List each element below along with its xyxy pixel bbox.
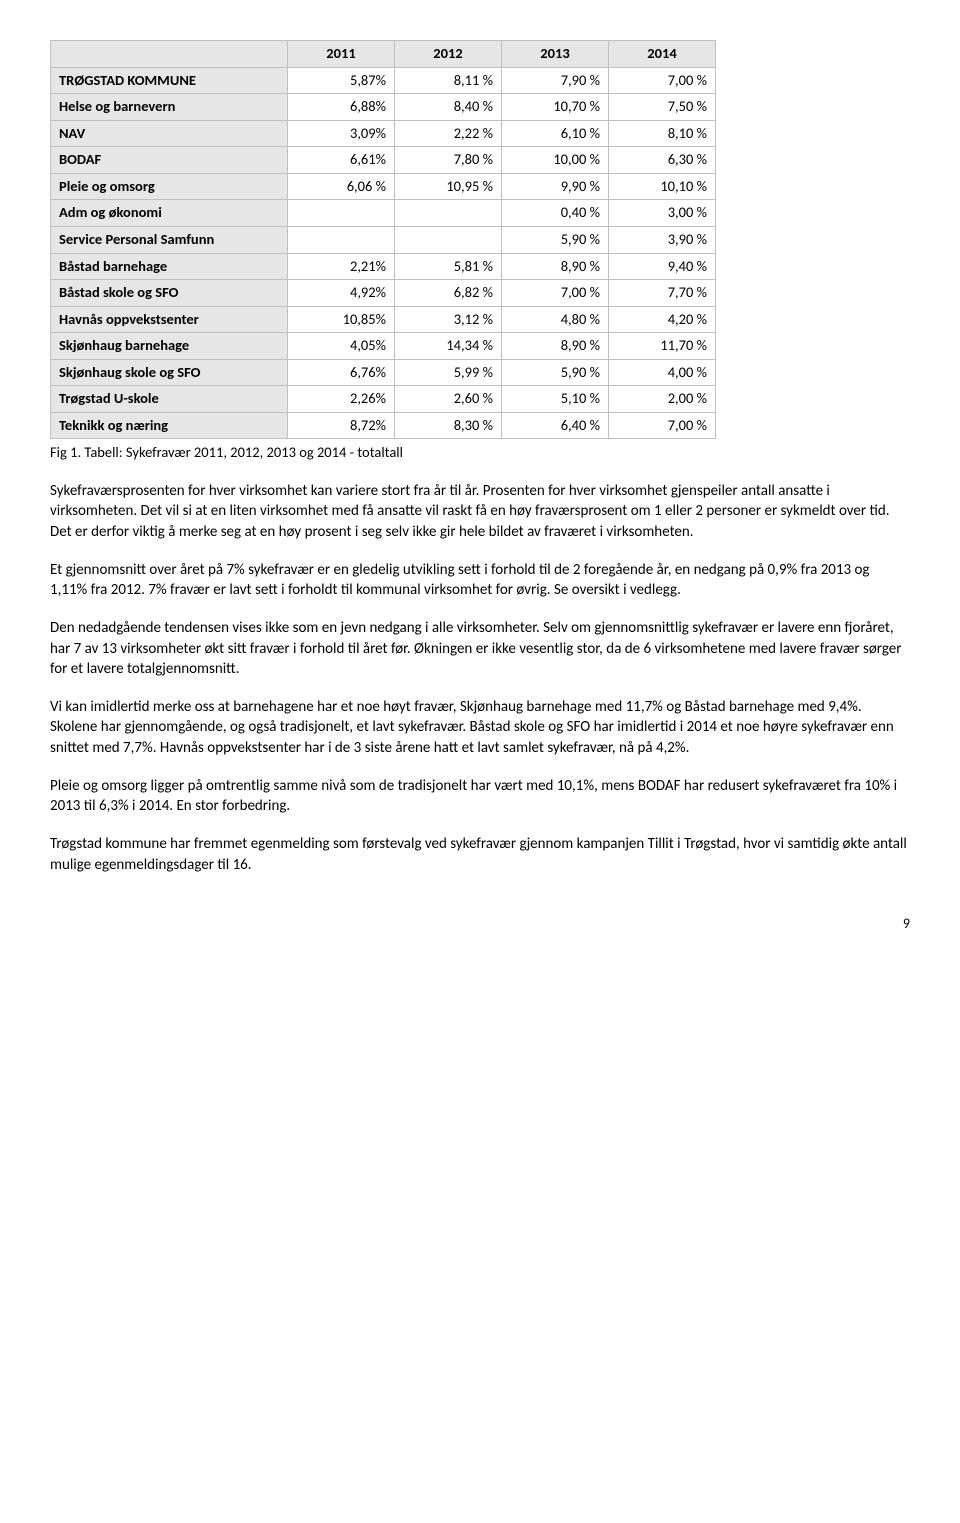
row-value: 8,11 % <box>395 67 502 94</box>
row-value: 7,50 % <box>609 94 716 121</box>
row-value: 5,99 % <box>395 359 502 386</box>
row-value: 8,10 % <box>609 120 716 147</box>
row-value: 8,30 % <box>395 412 502 439</box>
row-label: TRØGSTAD KOMMUNE <box>51 67 288 94</box>
row-value <box>288 200 395 227</box>
row-label: NAV <box>51 120 288 147</box>
row-value: 9,40 % <box>609 253 716 280</box>
table-row: BODAF6,61%7,80 %10,00 %6,30 % <box>51 147 716 174</box>
row-value: 4,05% <box>288 333 395 360</box>
table-row: Båstad skole og SFO4,92%6,82 %7,00 %7,70… <box>51 280 716 307</box>
row-value: 11,70 % <box>609 333 716 360</box>
table-row: NAV3,09%2,22 %6,10 %8,10 % <box>51 120 716 147</box>
row-value: 6,40 % <box>502 412 609 439</box>
table-row: Pleie og omsorg6,06 %10,95 %9,90 %10,10 … <box>51 173 716 200</box>
row-value: 8,40 % <box>395 94 502 121</box>
col-2012: 2012 <box>395 41 502 68</box>
row-value <box>395 200 502 227</box>
row-value: 10,85% <box>288 306 395 333</box>
table-row: Teknikk og næring8,72%8,30 %6,40 %7,00 % <box>51 412 716 439</box>
row-label: Skjønhaug barnehage <box>51 333 288 360</box>
paragraph: Den nedadgående tendensen vises ikke som… <box>50 618 910 679</box>
row-value: 6,06 % <box>288 173 395 200</box>
row-value: 3,09% <box>288 120 395 147</box>
row-label: BODAF <box>51 147 288 174</box>
row-value <box>395 226 502 253</box>
table-caption: Fig 1. Tabell: Sykefravær 2011, 2012, 20… <box>50 443 910 463</box>
col-2011: 2011 <box>288 41 395 68</box>
row-value: 10,70 % <box>502 94 609 121</box>
row-label: Adm og økonomi <box>51 200 288 227</box>
row-label: Trøgstad U-skole <box>51 386 288 413</box>
row-label: Havnås oppvekstsenter <box>51 306 288 333</box>
row-value: 10,00 % <box>502 147 609 174</box>
row-value: 0,40 % <box>502 200 609 227</box>
row-value: 4,00 % <box>609 359 716 386</box>
row-value: 8,72% <box>288 412 395 439</box>
row-value: 8,90 % <box>502 253 609 280</box>
row-value: 4,80 % <box>502 306 609 333</box>
table-row: Skjønhaug skole og SFO6,76%5,99 %5,90 %4… <box>51 359 716 386</box>
paragraph: Et gjennomsnitt over året på 7% sykefrav… <box>50 560 910 601</box>
row-value: 4,92% <box>288 280 395 307</box>
row-value: 2,22 % <box>395 120 502 147</box>
row-value: 6,82 % <box>395 280 502 307</box>
row-value: 4,20 % <box>609 306 716 333</box>
row-value: 6,61% <box>288 147 395 174</box>
table-header-row: 2011 2012 2013 2014 <box>51 41 716 68</box>
row-value: 7,80 % <box>395 147 502 174</box>
row-value: 14,34 % <box>395 333 502 360</box>
row-value: 9,90 % <box>502 173 609 200</box>
row-value: 6,30 % <box>609 147 716 174</box>
row-value: 7,00 % <box>609 412 716 439</box>
row-value: 7,00 % <box>609 67 716 94</box>
row-value: 7,70 % <box>609 280 716 307</box>
table-row: Adm og økonomi 0,40 %3,00 % <box>51 200 716 227</box>
row-value: 6,76% <box>288 359 395 386</box>
paragraph: Trøgstad kommune har fremmet egenmelding… <box>50 834 910 875</box>
table-row: TRØGSTAD KOMMUNE5,87%8,11 %7,90 %7,00 % <box>51 67 716 94</box>
row-value: 10,10 % <box>609 173 716 200</box>
row-label: Pleie og omsorg <box>51 173 288 200</box>
page-number: 9 <box>50 915 910 934</box>
row-value <box>288 226 395 253</box>
row-value: 2,26% <box>288 386 395 413</box>
row-value: 10,95 % <box>395 173 502 200</box>
sykefravaer-table: 2011 2012 2013 2014 TRØGSTAD KOMMUNE5,87… <box>50 40 716 439</box>
row-label: Service Personal Samfunn <box>51 226 288 253</box>
row-label: Helse og barnevern <box>51 94 288 121</box>
paragraph: Vi kan imidlertid merke oss at barnehage… <box>50 697 910 758</box>
row-value: 5,90 % <box>502 359 609 386</box>
row-value: 3,90 % <box>609 226 716 253</box>
table-row: Skjønhaug barnehage4,05%14,34 %8,90 %11,… <box>51 333 716 360</box>
row-value: 6,10 % <box>502 120 609 147</box>
col-2013: 2013 <box>502 41 609 68</box>
row-value: 8,90 % <box>502 333 609 360</box>
row-value: 7,90 % <box>502 67 609 94</box>
row-label: Båstad skole og SFO <box>51 280 288 307</box>
row-value: 6,88% <box>288 94 395 121</box>
paragraph: Pleie og omsorg ligger på omtrentlig sam… <box>50 776 910 817</box>
table-row: Trøgstad U-skole2,26%2,60 %5,10 %2,00 % <box>51 386 716 413</box>
col-blank <box>51 41 288 68</box>
row-value: 5,10 % <box>502 386 609 413</box>
row-label: Skjønhaug skole og SFO <box>51 359 288 386</box>
table-row: Båstad barnehage2,21%5,81 %8,90 %9,40 % <box>51 253 716 280</box>
row-label: Teknikk og næring <box>51 412 288 439</box>
row-label: Båstad barnehage <box>51 253 288 280</box>
row-value: 2,60 % <box>395 386 502 413</box>
row-value: 2,00 % <box>609 386 716 413</box>
row-value: 2,21% <box>288 253 395 280</box>
row-value: 5,81 % <box>395 253 502 280</box>
table-row: Havnås oppvekstsenter10,85%3,12 %4,80 %4… <box>51 306 716 333</box>
table-row: Service Personal Samfunn 5,90 %3,90 % <box>51 226 716 253</box>
row-value: 5,87% <box>288 67 395 94</box>
table-row: Helse og barnevern6,88%8,40 %10,70 %7,50… <box>51 94 716 121</box>
paragraph: Sykefraværsprosenten for hver virksomhet… <box>50 481 910 542</box>
row-value: 3,12 % <box>395 306 502 333</box>
col-2014: 2014 <box>609 41 716 68</box>
row-value: 3,00 % <box>609 200 716 227</box>
row-value: 5,90 % <box>502 226 609 253</box>
row-value: 7,00 % <box>502 280 609 307</box>
